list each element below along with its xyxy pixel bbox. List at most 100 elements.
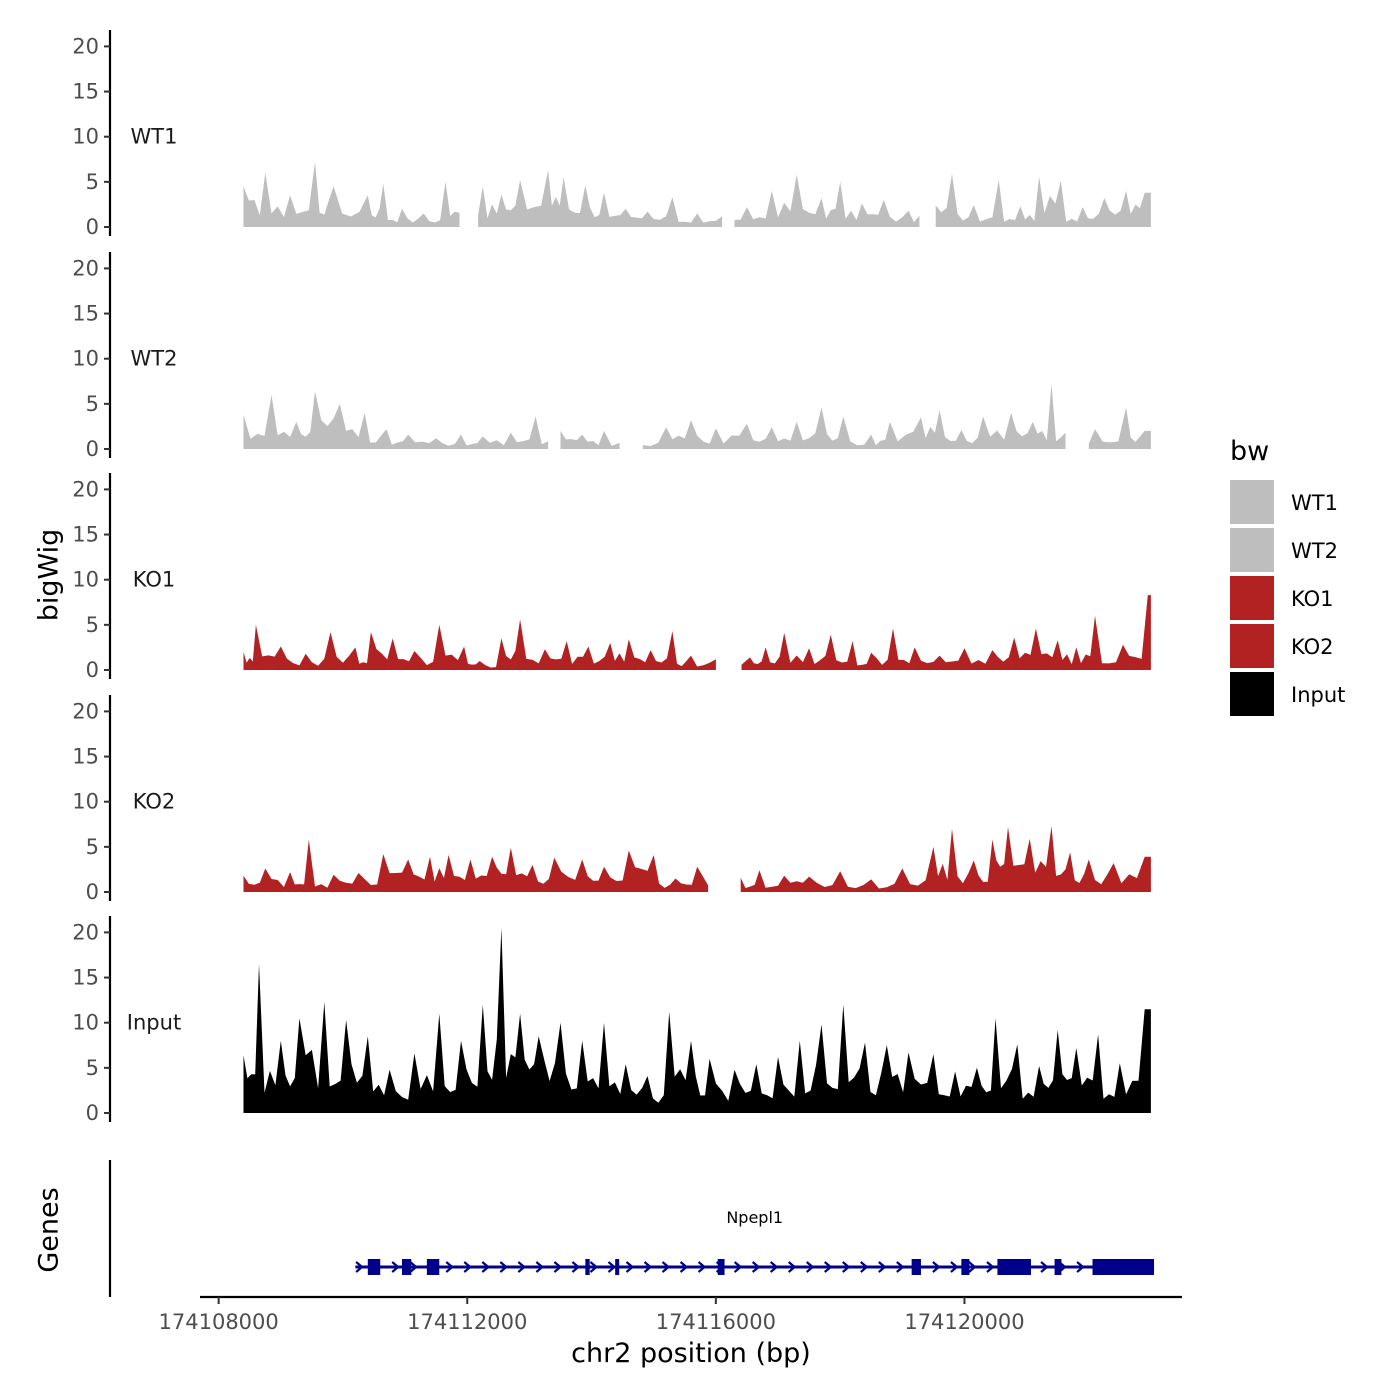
track-label-ko1: KO1 bbox=[133, 568, 176, 592]
coverage-area-ko1-1 bbox=[741, 595, 1151, 670]
strand-chevron-npepl1-0 bbox=[355, 1261, 364, 1273]
strand-chevron-npepl1-24 bbox=[787, 1261, 797, 1273]
coverage-area-wt1-0 bbox=[243, 162, 460, 227]
strand-chevron-npepl1-15 bbox=[625, 1261, 635, 1273]
legend-label-ko2: KO2 bbox=[1291, 635, 1334, 659]
y-tick-label-input-20: 20 bbox=[72, 920, 99, 944]
x-tick-label-174112000: 174112000 bbox=[407, 1310, 527, 1334]
y-tick-label-wt2-10: 10 bbox=[72, 347, 99, 371]
strand-chevron-npepl1-12 bbox=[571, 1261, 581, 1273]
strand-chevron-npepl1-21 bbox=[733, 1261, 743, 1273]
y-tick-label-ko2-10: 10 bbox=[72, 790, 99, 814]
x-axis: 174108000 174112000 174116000 174120000 bbox=[159, 1295, 1182, 1334]
strand-chevron-npepl1-28 bbox=[860, 1261, 869, 1273]
strand-chevron-npepl1-9 bbox=[517, 1261, 527, 1273]
y-tick-label-ko2-20: 20 bbox=[72, 699, 99, 723]
track-panel-ko2: 0 5 10 15 20 KO2 bbox=[72, 695, 1151, 904]
exon-npepl1-2 bbox=[426, 1259, 440, 1275]
strand-chevron-npepl1-30 bbox=[896, 1261, 905, 1273]
y-tick-label-wt2-15: 15 bbox=[72, 302, 99, 326]
legend-label-ko1: KO1 bbox=[1291, 587, 1334, 611]
exon-npepl1-4 bbox=[615, 1259, 620, 1275]
legend-swatch-input bbox=[1230, 672, 1274, 716]
exon-npepl1-5 bbox=[717, 1259, 725, 1275]
exon-npepl1-3 bbox=[585, 1259, 590, 1275]
exon-npepl1-10 bbox=[1092, 1259, 1155, 1275]
coverage-area-wt2-1 bbox=[560, 430, 620, 449]
strand-chevron-npepl1-10 bbox=[535, 1261, 545, 1273]
legend-swatch-wt1 bbox=[1230, 480, 1274, 524]
y-tick-label-ko2-15: 15 bbox=[72, 745, 99, 769]
coverage-area-wt2-3 bbox=[1088, 407, 1151, 449]
strand-chevron-npepl1-38 bbox=[1040, 1261, 1049, 1273]
track-panel-wt2: 0 5 10 15 20 WT2 bbox=[72, 252, 1151, 461]
genes-axis-title: Genes bbox=[34, 1187, 65, 1272]
legend: bw WT1 WT2 KO1 KO2 Input bbox=[1230, 436, 1345, 716]
strand-chevron-npepl1-35 bbox=[986, 1261, 995, 1273]
strand-chevron-npepl1-34 bbox=[968, 1261, 977, 1273]
x-tick-label-174120000: 174120000 bbox=[904, 1310, 1024, 1334]
track-panel-input: 0 5 10 15 20 Input bbox=[72, 916, 1151, 1125]
strand-chevron-npepl1-13 bbox=[589, 1261, 599, 1273]
y-tick-label-ko1-0: 0 bbox=[86, 658, 99, 682]
track-panel-wt1: 0 5 10 15 20 WT1 bbox=[72, 30, 1151, 239]
strand-chevron-npepl1-23 bbox=[769, 1261, 779, 1273]
y-tick-label-wt1-0: 0 bbox=[86, 215, 99, 239]
strand-chevron-npepl1-16 bbox=[643, 1261, 653, 1273]
y-tick-label-wt2-0: 0 bbox=[86, 437, 99, 461]
gene-tracks: Npepl1 bbox=[355, 1208, 1155, 1275]
exon-npepl1-8 bbox=[997, 1259, 1031, 1275]
y-tick-label-input-5: 5 bbox=[86, 1056, 99, 1080]
y-tick-label-ko1-5: 5 bbox=[86, 613, 99, 637]
track-label-wt1: WT1 bbox=[131, 125, 178, 149]
strand-chevron-npepl1-7 bbox=[481, 1261, 490, 1273]
strand-chevron-npepl1-5 bbox=[445, 1261, 454, 1273]
x-tick-label-174108000: 174108000 bbox=[159, 1310, 279, 1334]
strand-chevron-npepl1-2 bbox=[391, 1261, 400, 1273]
strand-chevron-npepl1-19 bbox=[697, 1261, 707, 1273]
strand-chevron-npepl1-33 bbox=[950, 1261, 959, 1273]
strand-chevron-npepl1-18 bbox=[679, 1261, 689, 1273]
coverage-area-wt1-2 bbox=[734, 174, 920, 227]
y-tick-label-ko1-15: 15 bbox=[72, 523, 99, 547]
legend-label-input: Input bbox=[1291, 683, 1345, 707]
legend-swatch-wt2 bbox=[1230, 528, 1274, 572]
y-tick-label-input-0: 0 bbox=[86, 1101, 99, 1125]
y-tick-label-wt1-15: 15 bbox=[72, 80, 99, 104]
y-tick-label-ko1-20: 20 bbox=[72, 477, 99, 501]
strand-chevron-npepl1-40 bbox=[1076, 1261, 1085, 1273]
coverage-area-ko2-1 bbox=[740, 826, 1151, 892]
x-tick-label-174116000: 174116000 bbox=[656, 1310, 776, 1334]
exon-npepl1-0 bbox=[367, 1259, 381, 1275]
strand-chevron-npepl1-22 bbox=[751, 1261, 761, 1273]
legend-label-wt2: WT2 bbox=[1291, 539, 1338, 563]
strand-chevron-npepl1-25 bbox=[806, 1261, 815, 1273]
y-tick-label-input-10: 10 bbox=[72, 1011, 99, 1035]
exon-npepl1-6 bbox=[911, 1259, 921, 1275]
x-axis-title: chr2 position (bp) bbox=[571, 1338, 811, 1369]
track-panel-ko1: 0 5 10 15 20 KO1 bbox=[72, 473, 1151, 682]
coverage-area-ko1-0 bbox=[243, 619, 716, 670]
track-label-input: Input bbox=[127, 1011, 181, 1035]
legend-swatch-ko1 bbox=[1230, 576, 1274, 620]
y-axis-title: bigWig bbox=[34, 529, 65, 622]
strand-chevron-npepl1-26 bbox=[824, 1261, 833, 1273]
gene-name-npepl1: Npepl1 bbox=[726, 1208, 783, 1227]
strand-chevron-npepl1-6 bbox=[463, 1261, 472, 1273]
y-tick-label-input-15: 15 bbox=[72, 966, 99, 990]
gene-npepl1: Npepl1 bbox=[355, 1208, 1155, 1275]
track-panels: 0 5 10 15 20 WT1 0 5 10 15 20 WT2 0 5 10 15 20 KO1 0 5 10 15 2… bbox=[72, 30, 1151, 1125]
y-tick-label-ko2-5: 5 bbox=[86, 835, 99, 859]
coverage-area-wt2-0 bbox=[243, 391, 549, 449]
y-tick-label-wt1-20: 20 bbox=[72, 34, 99, 58]
exon-npepl1-1 bbox=[401, 1259, 412, 1275]
y-tick-label-ko1-10: 10 bbox=[72, 568, 99, 592]
strand-chevron-npepl1-3 bbox=[409, 1261, 418, 1273]
coverage-area-wt2-2 bbox=[642, 384, 1066, 449]
coverage-area-wt1-1 bbox=[478, 170, 723, 227]
coverage-area-ko2-0 bbox=[243, 839, 709, 892]
strand-chevron-npepl1-11 bbox=[553, 1261, 563, 1273]
y-tick-label-ko2-0: 0 bbox=[86, 880, 99, 904]
y-tick-label-wt2-20: 20 bbox=[72, 256, 99, 280]
